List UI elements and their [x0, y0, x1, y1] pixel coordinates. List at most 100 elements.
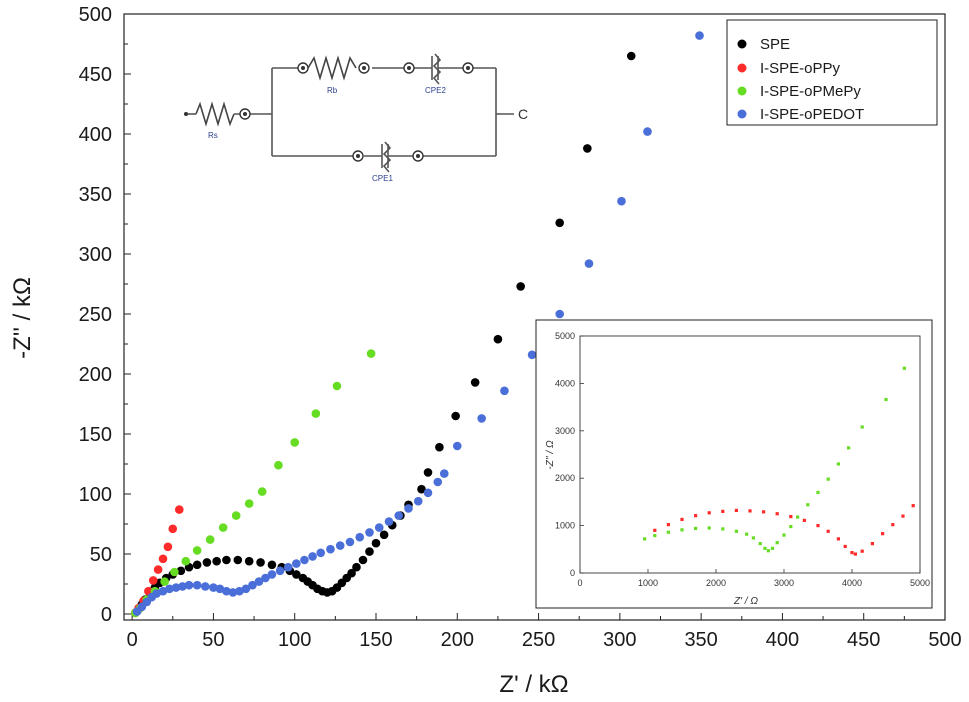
- data-point: [451, 411, 460, 421]
- inset-data-point: [843, 544, 847, 549]
- circuit-node-dot: [301, 66, 305, 70]
- inset-data-point: [816, 524, 820, 528]
- inset-data-point: [847, 446, 851, 450]
- data-point: [205, 535, 215, 544]
- inset-data-point: [721, 509, 725, 513]
- x-tick-label: 50: [202, 629, 224, 651]
- data-point: [347, 568, 356, 578]
- series-i-spe-oppy: [131, 505, 184, 618]
- circuit-node-dot: [416, 154, 420, 158]
- data-point: [626, 51, 636, 61]
- main-y-axis-title: -Z'' / kΩ: [9, 277, 36, 359]
- legend-box: [726, 19, 938, 126]
- data-point: [192, 580, 202, 590]
- inset-y-tick-label: 1000: [555, 521, 575, 531]
- data-point: [394, 511, 404, 520]
- data-point: [275, 566, 285, 576]
- inset-plot-area: [643, 366, 915, 556]
- circuit-node-dot: [184, 112, 188, 116]
- data-point: [300, 555, 309, 565]
- x-tick-label: 450: [847, 629, 880, 651]
- data-point: [244, 499, 254, 508]
- data-point: [176, 566, 186, 576]
- inset-x-tick-label: 3000: [774, 578, 794, 588]
- inset-y-tick-label: 4000: [555, 378, 575, 388]
- inset-data-point: [796, 515, 800, 519]
- inset-data-point: [734, 508, 738, 513]
- inset-data-point: [707, 511, 711, 515]
- data-point: [292, 559, 301, 568]
- y-tick-label: 150: [79, 424, 112, 446]
- inset-data-point: [748, 509, 752, 513]
- inset-data-point: [666, 523, 670, 527]
- data-point: [148, 576, 158, 585]
- data-point: [352, 562, 361, 572]
- data-point: [435, 442, 444, 452]
- data-point: [326, 544, 335, 554]
- circuit-node-dots: [184, 66, 470, 158]
- data-point: [423, 468, 433, 477]
- data-point: [433, 477, 443, 487]
- inset-data-point: [884, 397, 888, 402]
- inset-data-point: [836, 537, 840, 541]
- inset-series-i-spe-oppy: [653, 504, 915, 556]
- y-tick-label: 200: [79, 364, 112, 386]
- data-point: [218, 523, 228, 532]
- inset-data-point: [860, 549, 864, 553]
- circuit-label-cpe2: CPE2: [425, 86, 446, 95]
- inset-data-point: [763, 546, 767, 550]
- legend-marker-opedot: [737, 109, 747, 119]
- inset-data-point: [653, 533, 657, 538]
- data-point: [365, 547, 374, 556]
- y-tick-label: 500: [79, 4, 112, 26]
- data-point: [158, 586, 168, 596]
- data-point: [477, 414, 486, 423]
- data-point: [452, 441, 462, 451]
- inset-plot-frame: [579, 335, 921, 574]
- inset-x-axis-title: Z' / Ω: [733, 596, 758, 607]
- y-tick-label: 350: [79, 184, 112, 206]
- data-point: [153, 565, 163, 574]
- data-point: [583, 144, 592, 153]
- legend-label-opmepy: I-SPE-oPMePy: [760, 83, 861, 100]
- data-point: [248, 580, 257, 590]
- data-point: [233, 555, 243, 565]
- circuit-node-dot: [362, 66, 366, 70]
- data-point: [292, 570, 301, 579]
- inset-data-point: [770, 546, 775, 550]
- inset-data-point: [901, 514, 905, 518]
- main-plot-area: [131, 31, 704, 618]
- circuit-label-rs: Rs: [208, 131, 218, 140]
- inset-data-point: [745, 532, 749, 536]
- circuit-label-c: C: [518, 106, 528, 122]
- x-tick-label: 150: [359, 629, 392, 651]
- data-point: [516, 282, 525, 291]
- data-point: [500, 386, 509, 396]
- inset-x-tick-label: 5000: [910, 578, 930, 588]
- data-point: [165, 584, 174, 594]
- y-tick-label: 50: [90, 544, 112, 566]
- data-point: [209, 583, 218, 592]
- x-tick-label: 100: [278, 629, 311, 651]
- x-tick-label: 250: [522, 629, 555, 651]
- data-point: [212, 556, 221, 566]
- circuit-node-dot: [243, 112, 247, 116]
- inset-x-tick-label: 1000: [638, 578, 658, 588]
- main-x-axis: 0 50 100 150 200 250 300 350 400 450 500: [127, 613, 962, 651]
- data-point: [267, 560, 277, 570]
- data-point: [158, 554, 168, 564]
- x-tick-label: 500: [928, 629, 961, 651]
- inset-chart: 0 1000 2000 3000 4000 5000 0 1000 2000 3000 4000 5…: [535, 319, 933, 609]
- inset-x-axis: 0 1000 2000 3000 4000 5000: [577, 569, 930, 588]
- data-point: [283, 562, 293, 572]
- inset-data-point: [751, 536, 755, 540]
- inset-data-point: [680, 517, 684, 522]
- data-point: [404, 504, 413, 513]
- data-point: [228, 588, 238, 597]
- data-point: [335, 541, 345, 550]
- data-point: [374, 523, 384, 532]
- inset-data-point: [766, 549, 770, 553]
- data-point: [316, 548, 326, 558]
- inset-data-point: [789, 524, 793, 529]
- inset-x-tick-label: 0: [577, 578, 582, 588]
